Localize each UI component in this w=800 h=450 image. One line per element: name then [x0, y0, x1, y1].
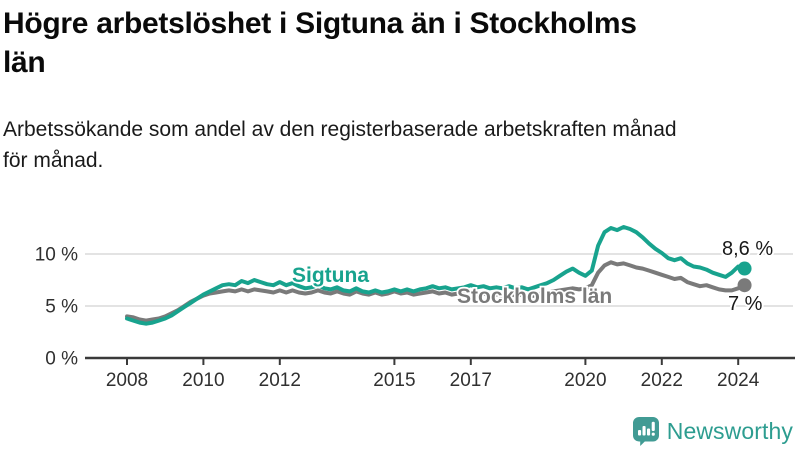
series-label-stockholms-l-n: Stockholms län — [457, 285, 612, 308]
page-title-line1: Högre arbetslöshet i Sigtuna än i Stockh… — [3, 7, 637, 40]
x-tick-label-2008: 2008 — [106, 370, 148, 391]
series-line-sigtuna — [125, 225, 747, 326]
x-tick-label-2017: 2017 — [450, 370, 492, 391]
y-tick-label-10: 10 % — [35, 245, 78, 266]
series-label-sigtuna: Sigtuna — [292, 264, 369, 287]
series-end-dot — [737, 261, 752, 276]
page-title-line2: län — [3, 46, 46, 79]
series-line-stockholms-l-n — [125, 260, 747, 323]
newsworthy-logo[interactable]: Newsworthy — [632, 416, 793, 446]
chart-subtitle-line1: Arbetssökande som andel av den registerb… — [3, 118, 677, 141]
page-title: Högre arbetslöshet i Sigtuna än i Stockh… — [3, 4, 783, 82]
x-tick-label-2020: 2020 — [564, 370, 606, 391]
y-tick-label-0: 0 % — [45, 349, 78, 370]
x-tick-label-2015: 2015 — [373, 370, 415, 391]
chart-subtitle-line2: för månad. — [3, 149, 104, 172]
series-end-value-label: 8,6 % — [722, 238, 773, 260]
y-tick-label-5: 5 % — [45, 297, 78, 318]
line-chart: 2008 2010 2012 2015 2017 2020 2022 2024 0 % 5 % 10… — [0, 200, 800, 410]
line-chart-svg: 2008 2010 2012 2015 2017 2020 2022 2024 0 % 5 % 10… — [35, 225, 795, 391]
newsworthy-wordmark: Newsworthy — [666, 417, 793, 444]
series-end-value-label: 7 % — [728, 293, 763, 315]
x-tick-label-2022: 2022 — [641, 370, 683, 391]
x-tick-label-2024: 2024 — [717, 370, 760, 391]
newsworthy-bar-chart-bubble-icon — [632, 417, 659, 446]
series-end-dot — [737, 278, 752, 293]
x-tick-label-2012: 2012 — [259, 370, 301, 391]
x-tick-label-2010: 2010 — [182, 370, 224, 391]
chart-subtitle: Arbetssökande som andel av den registerb… — [3, 114, 795, 176]
